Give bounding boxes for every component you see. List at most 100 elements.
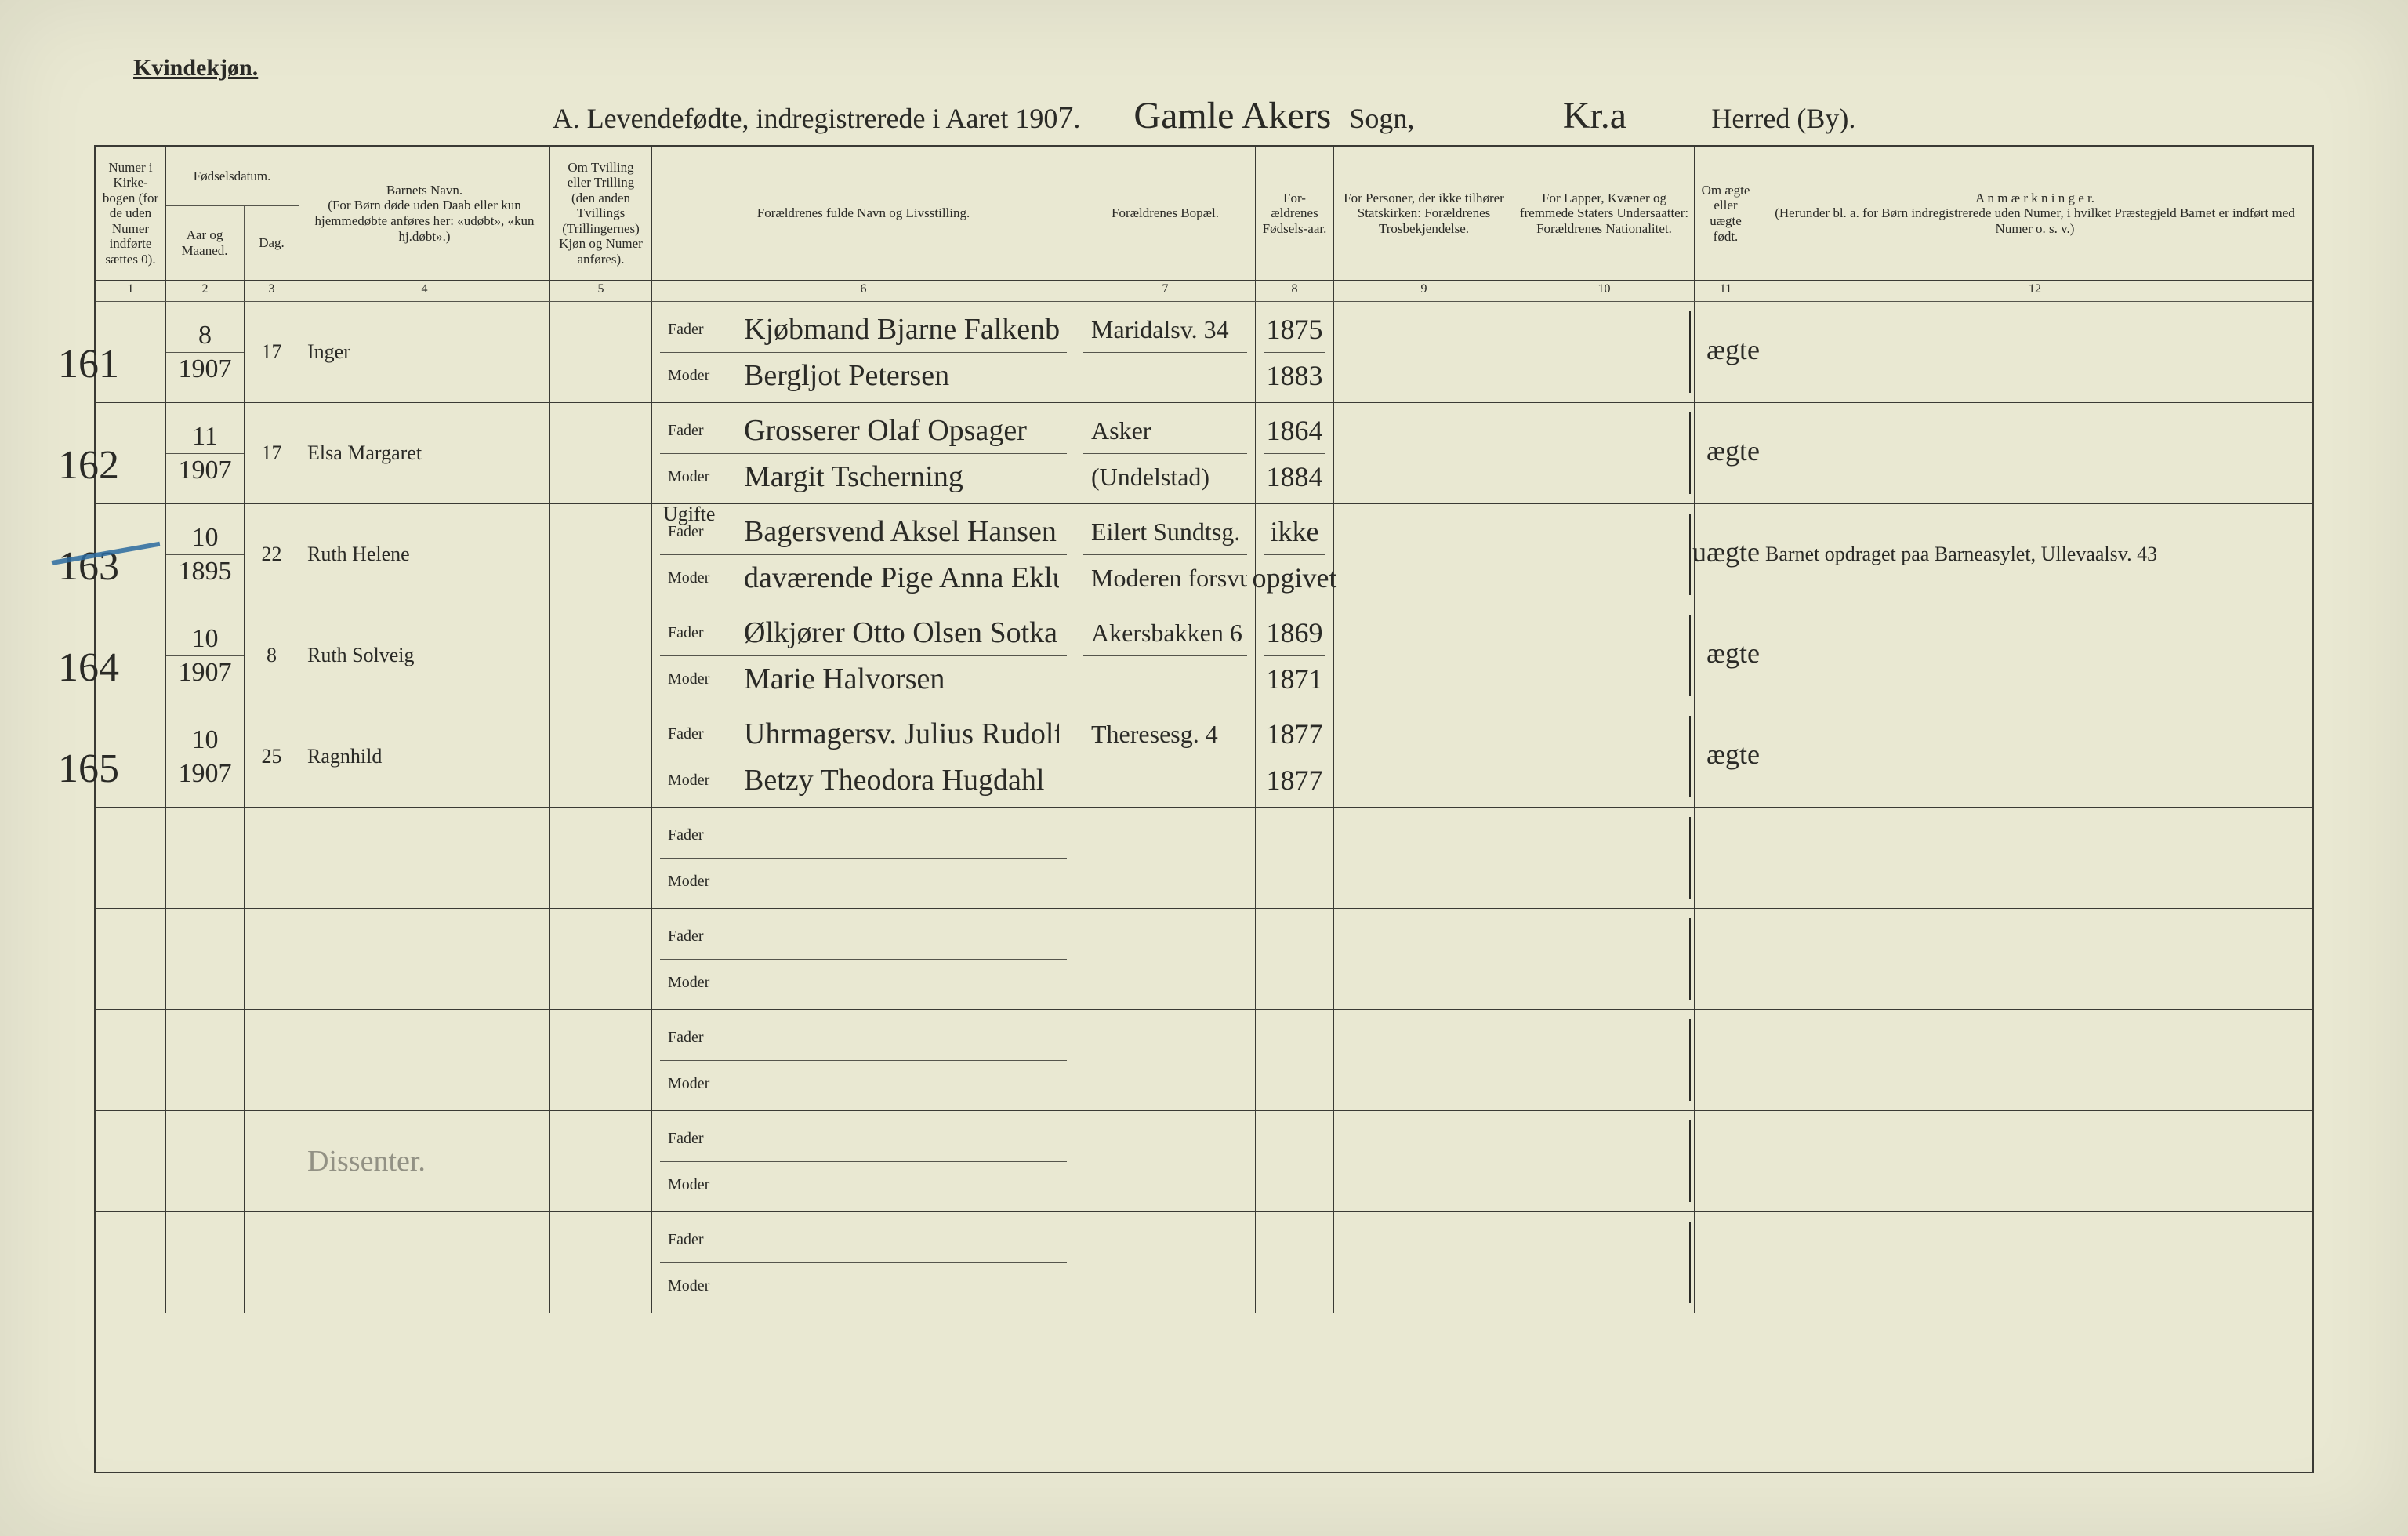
birthyear-fader: 1877: [1264, 711, 1325, 757]
cell-nationality: [1514, 302, 1695, 402]
cell-day: 17: [245, 403, 299, 503]
entry-number: 165: [58, 746, 119, 792]
cell-nationality: [1514, 504, 1695, 605]
birthyear-moder: 1883: [1264, 353, 1325, 398]
cell-child-name: Ruth Helene: [299, 504, 550, 605]
table-row-empty: Fader . Moder .: [96, 808, 2312, 909]
residence-moder: [1083, 656, 1247, 702]
table-row-empty: Fader . Moder .: [96, 1010, 2312, 1111]
cell-day: 22: [245, 504, 299, 605]
birth-day: 8: [267, 644, 277, 667]
cell-twin: [550, 605, 652, 706]
residence-fader: Akersbakken 6: [1083, 610, 1247, 656]
moder-value: daværende Pige Anna Eklund: [731, 561, 1059, 595]
cell-confession: [1334, 403, 1514, 503]
fader-value: Bagersvend Aksel Hansen: [731, 514, 1059, 549]
birth-year: 1895: [174, 557, 236, 586]
moder-label: Moder: [668, 873, 718, 891]
cell-parent-birthyear: 1864 1884: [1256, 403, 1334, 503]
birth-year: 1907: [174, 354, 236, 384]
fader-value: Uhrmagersv. Julius Rudolf Scott: [731, 717, 1059, 751]
table-row: 161 8 1907 17 Inger Fader Kjøbmand Bjarn…: [96, 302, 2312, 403]
fader-label: Fader: [668, 1231, 718, 1249]
col-header-12: A n m æ r k n i n g e r. (Herunder bl. a…: [1757, 147, 2312, 280]
colnum: 4: [299, 281, 550, 301]
table-row: 165 10 1907 25 Ragnhild Fader Uhrmagersv…: [96, 706, 2312, 808]
legitimacy-value: ægte: [1706, 637, 1760, 670]
cell-day: 25: [245, 706, 299, 807]
table-row: 163 10 1895 22 Ruth Helene Ugifte Fader …: [96, 504, 2312, 605]
cell-parents: Fader Uhrmagersv. Julius Rudolf Scott Mo…: [652, 706, 1075, 807]
child-name: Elsa Margaret: [307, 441, 422, 465]
cell-twin: [550, 706, 652, 807]
residence-fader: Eilert Sundtsg. 18: [1083, 509, 1247, 555]
moder-label: Moder: [668, 1277, 718, 1295]
fader-label: Fader: [668, 826, 718, 844]
birth-month: 10: [174, 523, 236, 553]
cell-legitimacy: ægte: [1695, 605, 1757, 706]
birth-month: 8: [174, 321, 236, 350]
col-header-5: Om Tvilling eller Trilling (den anden Tv…: [550, 147, 652, 280]
cell-year-month: 11 1907: [166, 403, 245, 503]
birthyear-fader: 1864: [1264, 408, 1325, 454]
cell-year-month: 10 1907: [166, 706, 245, 807]
birth-year: 1907: [174, 456, 236, 485]
residence-fader: Asker: [1083, 408, 1247, 454]
fader-value: Grosserer Olaf Opsager: [731, 413, 1059, 448]
herred-name: Kr.a: [1485, 94, 1704, 137]
cell-parents: Fader Grosserer Olaf Opsager Moder Margi…: [652, 403, 1075, 503]
cell-residence: Akersbakken 6: [1075, 605, 1256, 706]
birth-year: 1907: [174, 658, 236, 688]
birthyear-moder: 1884: [1264, 454, 1325, 499]
cell-legitimacy: ægte: [1695, 706, 1757, 807]
col-header-2a: Aar og Maaned.: [166, 206, 245, 280]
cell-confession: [1334, 706, 1514, 807]
herred-label: Herred (By).: [1711, 103, 1855, 134]
residence-fader: Maridalsv. 34: [1083, 307, 1247, 353]
cell-number: 164: [96, 605, 166, 706]
moder-value: Marie Halvorsen: [731, 662, 1059, 696]
cell-confession: [1334, 605, 1514, 706]
cell-twin: [550, 504, 652, 605]
colnum: 3: [245, 281, 299, 301]
fader-label: Fader: [668, 624, 718, 642]
child-name: Inger: [307, 340, 350, 364]
colnum: 8: [1256, 281, 1334, 301]
cell-legitimacy: ægte: [1695, 302, 1757, 402]
cell-year-month: 10 1907: [166, 605, 245, 706]
remarks-text: Barnet opdraget paa Barneasylet, Ullevaa…: [1765, 543, 2157, 566]
colnum: 10: [1514, 281, 1695, 301]
birthyear-fader: 1869: [1264, 610, 1325, 656]
fader-label: Fader: [668, 321, 718, 339]
cell-residence: Asker (Undelstad): [1075, 403, 1256, 503]
birthyear-moder: 1877: [1264, 757, 1325, 803]
cell-residence: Eilert Sundtsg. 18 Moderen forsvundet: [1075, 504, 1256, 605]
cell-number: 161: [96, 302, 166, 402]
col-header-2-top: Fødselsdatum.: [166, 147, 299, 206]
birth-month: 11: [174, 422, 236, 452]
residence-moder: (Undelstad): [1083, 454, 1247, 499]
cell-child-name: Ruth Solveig: [299, 605, 550, 706]
col-header-8: For-ældrenes Fødsels-aar.: [1256, 147, 1334, 280]
col-header-7: Forældrenes Bopæl.: [1075, 147, 1256, 280]
cell-residence: Theresesg. 4: [1075, 706, 1256, 807]
register-table: Numer i Kirke-bogen (for de uden Numer i…: [94, 145, 2314, 1473]
cell-nationality: [1514, 403, 1695, 503]
cell-year-month: 8 1907: [166, 302, 245, 402]
sogn-name: Gamle Akers: [1122, 94, 1342, 137]
cell-parent-birthyear: 1869 1871: [1256, 605, 1334, 706]
cell-day: 17: [245, 302, 299, 402]
cell-year-month: 10 1895: [166, 504, 245, 605]
residence-moder: Moderen forsvundet: [1083, 555, 1247, 601]
col-header-11: Om ægte eller uægte født.: [1695, 147, 1757, 280]
birth-year: 1907: [174, 759, 236, 789]
residence-fader: Theresesg. 4: [1083, 711, 1247, 757]
cell-legitimacy: uægte: [1695, 504, 1757, 605]
cell-remarks: [1757, 706, 2312, 807]
cell-remarks: Barnet opdraget paa Barneasylet, Ullevaa…: [1757, 504, 2312, 605]
birthyear-fader: 1875: [1264, 307, 1325, 353]
birthyear-moder: 1871: [1264, 656, 1325, 702]
brace-mark: [1689, 514, 1691, 595]
title-row: A. Levendefødte, indregistrerede i Aaret…: [0, 94, 2408, 137]
cell-day: 8: [245, 605, 299, 706]
